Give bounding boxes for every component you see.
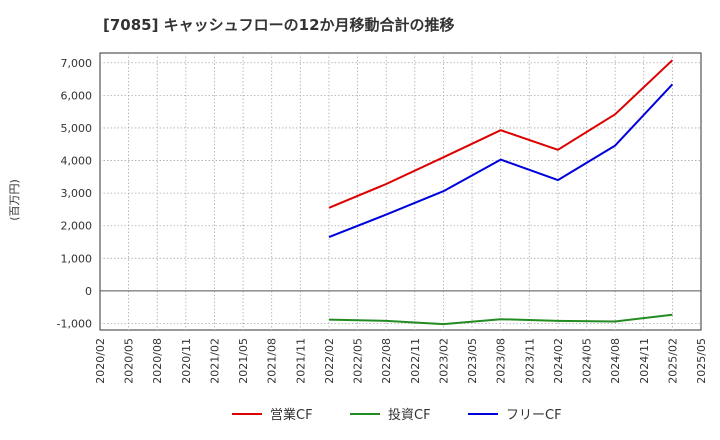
x-tick-label: 2022/11 — [409, 338, 422, 384]
y-axis-title: (百万円) — [8, 179, 21, 221]
y-tick-label: 7,000 — [61, 57, 93, 70]
x-tick-label: 2024/05 — [581, 338, 594, 384]
x-tick-label: 2022/05 — [352, 338, 365, 384]
grid — [100, 53, 701, 330]
x-tick-label: 2022/08 — [380, 338, 393, 384]
y-tick-label: 6,000 — [61, 89, 93, 102]
y-tick-label: -1,000 — [57, 317, 92, 330]
plot-area — [99, 52, 702, 331]
x-tick-label: 2021/05 — [237, 338, 250, 384]
x-tick-label: 2020/11 — [180, 338, 193, 384]
series-line-投資CF — [328, 313, 673, 326]
series-line-営業CF — [328, 59, 674, 209]
x-tick-label: 2024/11 — [638, 338, 651, 384]
x-tick-label: 2024/02 — [552, 338, 565, 384]
x-tick-label: 2021/11 — [294, 338, 307, 384]
legend-label: 投資CF — [388, 407, 431, 423]
x-tick-label: 2020/05 — [123, 338, 136, 384]
y-tick-label: 3,000 — [61, 187, 93, 200]
x-tick-label: 2023/05 — [466, 338, 479, 384]
series-line-フリーCF — [328, 83, 674, 239]
x-tick-label: 2021/02 — [208, 338, 221, 384]
chart-title: [7085] キャッシュフローの12か月移動合計の推移 — [103, 16, 455, 34]
legend: 営業CF 投資CF フリーCF — [232, 407, 562, 423]
y-tick-label: 0 — [85, 285, 92, 298]
x-tick-label: 2024/08 — [609, 338, 622, 384]
y-tick-label: 4,000 — [61, 155, 93, 168]
y-tick-label: 2,000 — [61, 220, 93, 233]
x-tick-label: 2025/02 — [666, 338, 679, 384]
x-tick-label: 2023/02 — [437, 338, 450, 384]
legend-label: 営業CF — [270, 407, 313, 423]
x-tick-label: 2022/02 — [323, 338, 336, 384]
x-tick-label: 2021/08 — [266, 338, 279, 384]
x-tick-label: 2020/08 — [151, 338, 164, 384]
x-tick-label: 2023/11 — [523, 338, 536, 384]
x-tick-label: 2020/02 — [94, 338, 107, 384]
x-tick-label: 2025/05 — [695, 338, 708, 384]
y-tick-label: 1,000 — [61, 252, 93, 265]
legend-label: フリーCF — [506, 408, 562, 423]
x-tick-label: 2023/08 — [495, 338, 508, 384]
y-tick-label: 5,000 — [61, 122, 93, 135]
